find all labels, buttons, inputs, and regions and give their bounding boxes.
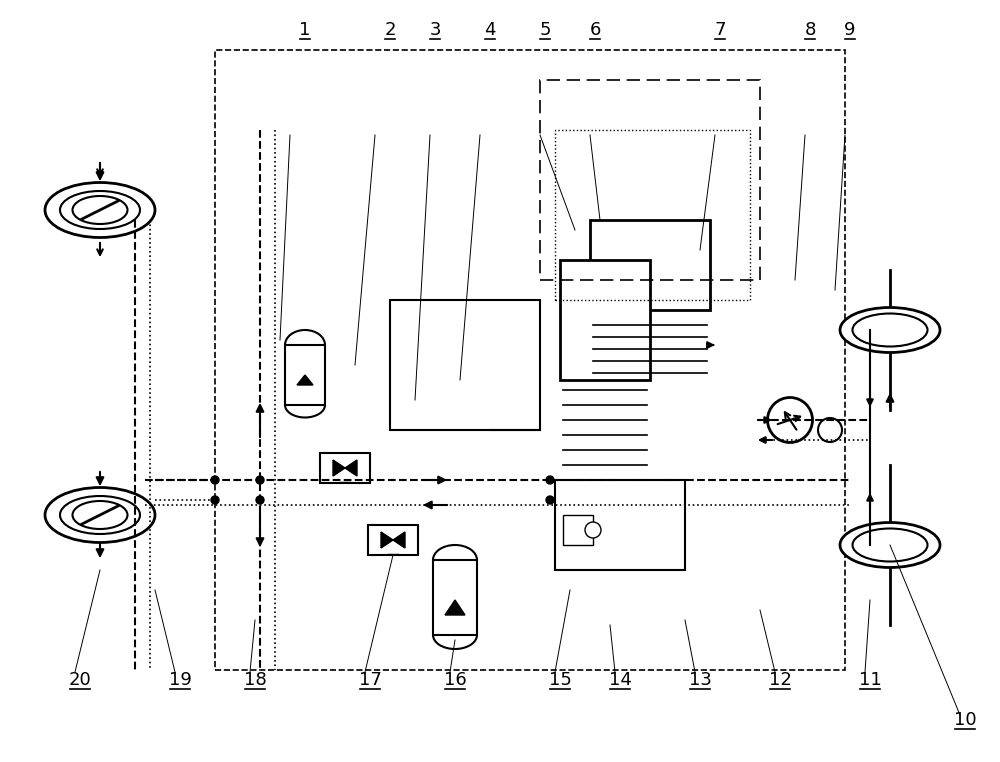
Circle shape — [818, 418, 842, 442]
Bar — [540, 80, 760, 280]
Circle shape — [585, 522, 601, 538]
Ellipse shape — [73, 501, 128, 529]
Polygon shape — [345, 460, 357, 476]
Polygon shape — [393, 532, 405, 548]
Ellipse shape — [60, 496, 140, 534]
Circle shape — [546, 496, 554, 504]
Ellipse shape — [73, 196, 128, 224]
Text: 10: 10 — [954, 711, 976, 729]
Text: 5: 5 — [539, 21, 551, 39]
Text: 11: 11 — [859, 671, 881, 689]
Bar — [285, 345, 325, 405]
Text: 7: 7 — [714, 21, 726, 39]
Text: 19: 19 — [169, 671, 191, 689]
Ellipse shape — [60, 191, 140, 229]
Text: 12: 12 — [769, 671, 791, 689]
Ellipse shape — [45, 183, 155, 238]
Text: 6: 6 — [589, 21, 601, 39]
Text: 20: 20 — [69, 671, 91, 689]
Bar — [560, 260, 650, 380]
Circle shape — [211, 496, 219, 504]
Ellipse shape — [840, 523, 940, 568]
Bar — [433, 560, 477, 635]
Text: 3: 3 — [429, 21, 441, 39]
Text: 1: 1 — [299, 21, 311, 39]
Ellipse shape — [840, 308, 940, 353]
Text: 8: 8 — [804, 21, 816, 39]
Bar — [368, 525, 418, 555]
Ellipse shape — [852, 529, 928, 562]
Bar — [555, 130, 750, 300]
Bar — [320, 453, 370, 483]
Text: 14: 14 — [609, 671, 631, 689]
Bar — [215, 50, 845, 670]
Ellipse shape — [45, 488, 155, 543]
Ellipse shape — [852, 313, 928, 347]
Text: 9: 9 — [844, 21, 856, 39]
Bar — [555, 480, 685, 570]
Circle shape — [546, 476, 554, 484]
Circle shape — [256, 496, 264, 504]
Text: 2: 2 — [384, 21, 396, 39]
Bar — [590, 220, 710, 310]
Text: 4: 4 — [484, 21, 496, 39]
Polygon shape — [297, 375, 313, 385]
Text: 16: 16 — [444, 671, 466, 689]
Text: 17: 17 — [359, 671, 381, 689]
Circle shape — [211, 476, 219, 484]
Polygon shape — [445, 600, 465, 615]
Text: 15: 15 — [549, 671, 571, 689]
Bar — [390, 300, 540, 430]
Text: 13: 13 — [689, 671, 711, 689]
Bar — [563, 515, 593, 545]
Ellipse shape — [768, 398, 812, 443]
Polygon shape — [333, 460, 345, 476]
Circle shape — [256, 476, 264, 484]
Polygon shape — [381, 532, 393, 548]
Text: 18: 18 — [244, 671, 266, 689]
